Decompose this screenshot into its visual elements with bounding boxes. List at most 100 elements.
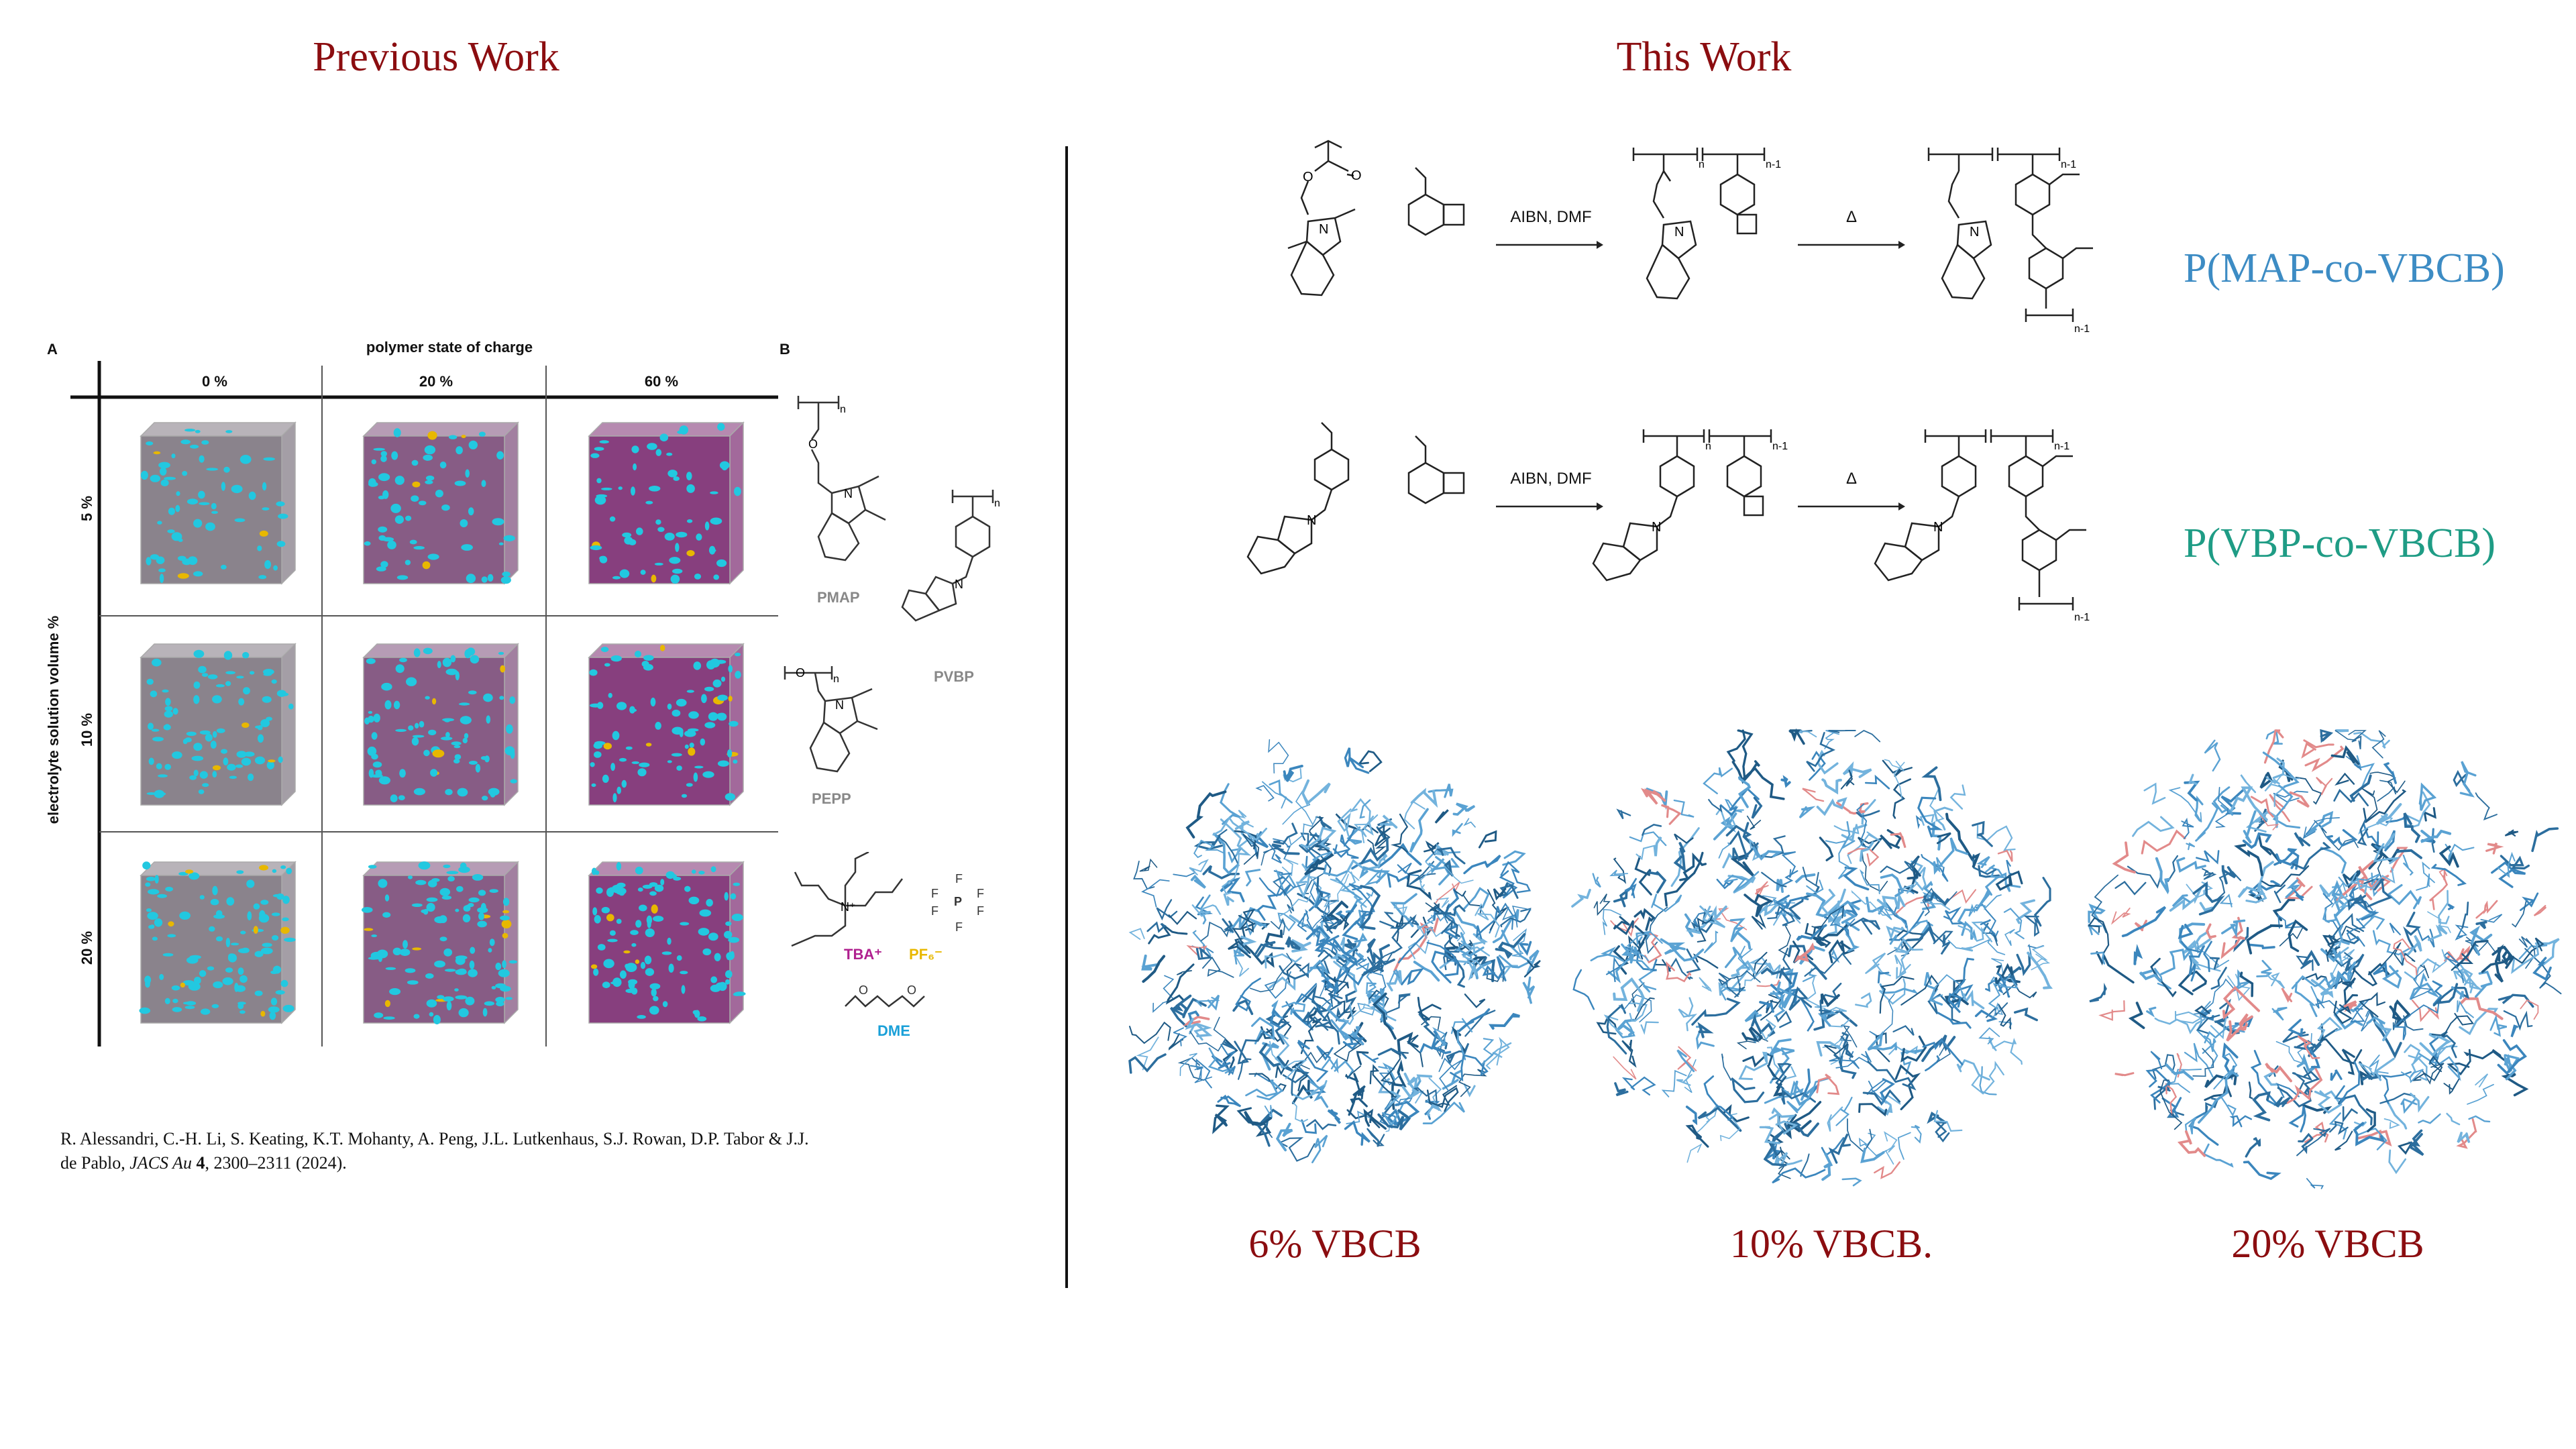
vbcb-monomer-1 — [1407, 167, 1465, 236]
pepp-label: PEPP — [812, 790, 851, 807]
copolymer1-n-1: n-1 — [1766, 159, 1781, 170]
md-snapshot-6pct — [1128, 739, 1541, 1164]
citation-journal: JACS Au — [129, 1153, 192, 1173]
pvbp-structure: n N — [901, 490, 1000, 622]
panel-a-label: A — [47, 341, 58, 358]
crosslinked1-nitrogen: N — [1970, 225, 1979, 239]
heat-arrow-1 — [1798, 241, 1905, 249]
pvbp-label: PVBP — [934, 668, 974, 685]
crosslinked1-n-1-bottom: n-1 — [2074, 323, 2090, 335]
crosslinked2-n-1-bottom: n-1 — [2074, 612, 2090, 623]
md-snapshot-20pct — [2087, 729, 2562, 1189]
dme-structure: O O — [845, 983, 925, 1008]
vertical-divider — [1065, 146, 1068, 1288]
simulation-cube-r1-c2 — [576, 637, 750, 812]
pf6-f-top: F — [955, 872, 963, 885]
polymer-label-map-vbcb: P(MAP-co-VBCB) — [2184, 246, 2505, 291]
column-header-60: 60 % — [644, 373, 679, 390]
pvbp-nitrogen: N — [955, 578, 963, 591]
pvbp-n-subscript: n — [994, 498, 1000, 509]
pf6-f-right-bottom: F — [977, 904, 984, 918]
panel-b-label: B — [780, 341, 790, 358]
simulation-cube-r0-c2 — [576, 416, 750, 590]
p-map-co-vbcb-copolymer: n n-1 N — [1632, 148, 1781, 300]
copolymer1-nitrogen: N — [1674, 225, 1684, 239]
previous-work-title: Previous Work — [313, 34, 559, 80]
simulation-cube-r0-c1 — [350, 416, 525, 590]
pf6-structure: F F F P F F F — [931, 872, 984, 934]
copolymer2-nitrogen: N — [1652, 520, 1661, 535]
heat-arrow-2 — [1798, 502, 1905, 511]
dme-oxygen-1: O — [859, 983, 868, 997]
map-monomer: O O N — [1287, 140, 1362, 297]
tba-nitrogen: N⁺ — [841, 900, 856, 914]
pf6-f-right-top: F — [977, 887, 984, 900]
pmap-nitrogen: N — [844, 487, 853, 500]
citation-authors-end: de Pablo, — [60, 1153, 130, 1173]
pmap-oxygen: O — [808, 437, 818, 451]
pepp-oxygen: O — [796, 666, 805, 680]
citation-volume: 4 — [191, 1153, 205, 1173]
reaction-arrow-1 — [1496, 241, 1603, 249]
simulation-cube-r2-c2 — [576, 855, 750, 1030]
row-header-20: 20 % — [78, 930, 95, 965]
md-snapshot-10pct — [1571, 728, 2053, 1187]
pf6-f-left-bottom: F — [931, 904, 938, 918]
pf6-f-bottom: F — [955, 920, 963, 934]
simulation-cube-r2-c0 — [127, 855, 302, 1030]
crosslinked-p-map-co-vbcb: n-1 n-1 N — [1927, 148, 2093, 335]
grid-lines — [70, 361, 778, 1046]
citation-pages-year: , 2300–2311 (2024). — [205, 1153, 347, 1173]
simulation-cube-r2-c1 — [350, 855, 525, 1030]
row-header-5: 5 % — [78, 496, 95, 521]
polymer-label-vbp-vbcb: P(VBP-co-VBCB) — [2184, 521, 2496, 566]
copolymer2-n: n — [1705, 441, 1711, 452]
row-header-10: 10 % — [78, 712, 95, 747]
simulation-label-6pct: 6% VBCB — [1248, 1222, 1421, 1266]
copolymer1-n: n — [1699, 159, 1705, 170]
dme-label: DME — [877, 1022, 910, 1039]
pf6-f-left-top: F — [931, 887, 938, 900]
heat-label-2: Δ — [1845, 470, 1858, 488]
map-carbonyl-oxygen: O — [1351, 168, 1362, 183]
pepp-n-subscript: n — [833, 674, 839, 685]
reaction-arrow-2 — [1496, 502, 1603, 511]
simulation-cube-r0-c0 — [127, 416, 302, 590]
simulation-label-20pct: 20% VBCB — [2231, 1222, 2424, 1266]
tba-structure: N⁺ — [791, 852, 903, 947]
vbp-monomer: N — [1246, 422, 1350, 575]
crosslinked2-n-1-top: n-1 — [2054, 441, 2070, 452]
map-ester-oxygen: O — [1303, 170, 1313, 184]
map-nitrogen: N — [1319, 222, 1328, 237]
this-work-title: This Work — [1616, 34, 1792, 80]
crosslinked2-nitrogen: N — [1933, 520, 1943, 535]
reagent-label-1: AIBN, DMF — [1510, 208, 1592, 226]
tba-label: TBA⁺ — [844, 946, 882, 963]
pmap-n-subscript: n — [840, 404, 846, 415]
p-vbp-co-vbcb-copolymer: n n-1 N — [1592, 429, 1788, 582]
pmap-structure: n O N — [797, 396, 886, 561]
simulation-cube-r1-c1 — [350, 637, 525, 812]
heat-label-1: Δ — [1845, 208, 1858, 226]
pepp-nitrogen: N — [835, 698, 844, 712]
dme-oxygen-2: O — [907, 983, 916, 997]
crosslinked-p-vbp-co-vbcb: n-1 n-1 N — [1874, 429, 2090, 623]
column-title: polymer state of charge — [366, 339, 533, 356]
reagent-label-2: AIBN, DMF — [1510, 470, 1592, 488]
column-header-20: 20 % — [419, 373, 453, 390]
pmap-label: PMAP — [817, 589, 860, 606]
citation: R. Alessandri, C.-H. Li, S. Keating, K.T… — [60, 1127, 1026, 1175]
row-title: electrolyte solution volume % — [45, 615, 62, 824]
vbp-nitrogen: N — [1307, 513, 1316, 528]
pf6-label: PF₆⁻ — [909, 946, 943, 963]
pepp-structure: n O N — [784, 666, 878, 773]
citation-line-2: de Pablo, JACS Au 4, 2300–2311 (2024). — [60, 1151, 1026, 1175]
pf6-phosphorus: P — [954, 895, 962, 908]
crosslinked1-n-1-top: n-1 — [2061, 159, 2076, 170]
vbcb-monomer-2 — [1407, 435, 1465, 504]
column-header-0: 0 % — [202, 373, 227, 390]
simulation-cube-r1-c0 — [127, 637, 302, 812]
citation-line-1: R. Alessandri, C.-H. Li, S. Keating, K.T… — [60, 1129, 809, 1148]
copolymer2-n-1: n-1 — [1772, 441, 1788, 452]
simulation-label-10pct: 10% VBCB. — [1729, 1222, 1933, 1266]
